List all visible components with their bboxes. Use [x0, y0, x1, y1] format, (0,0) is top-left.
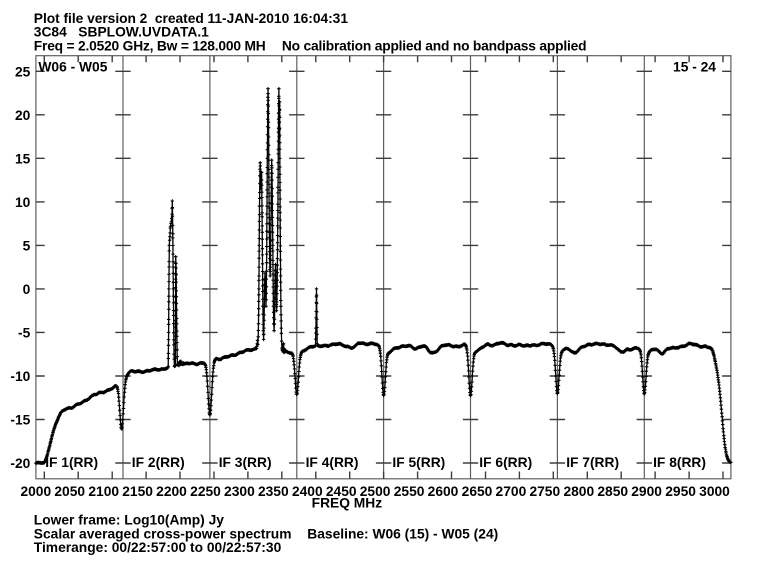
svg-text:2350: 2350	[258, 484, 289, 499]
svg-text:IF 4(RR): IF 4(RR)	[306, 455, 359, 470]
svg-text:2150: 2150	[122, 484, 153, 499]
svg-text:2700: 2700	[496, 484, 527, 499]
svg-text:-5: -5	[18, 325, 31, 340]
svg-text:-15: -15	[10, 413, 30, 428]
svg-text:2500: 2500	[360, 484, 391, 499]
svg-text:2800: 2800	[563, 484, 594, 499]
svg-text:IF 7(RR): IF 7(RR)	[566, 455, 619, 470]
svg-text:25: 25	[15, 64, 31, 79]
svg-text:2200: 2200	[156, 484, 187, 499]
svg-text:-20: -20	[10, 456, 30, 471]
svg-text:FREQ MHz: FREQ MHz	[312, 496, 383, 511]
svg-text:10: 10	[15, 195, 31, 210]
svg-text:15: 15	[15, 151, 31, 166]
svg-text:2100: 2100	[88, 484, 119, 499]
svg-text:3C84 SBPLOW.UVDATA.1: 3C84 SBPLOW.UVDATA.1	[34, 25, 209, 40]
svg-text:0: 0	[23, 282, 31, 297]
svg-text:2300: 2300	[224, 484, 255, 499]
svg-text:20: 20	[15, 108, 31, 123]
svg-text:5: 5	[23, 238, 31, 253]
svg-text:2650: 2650	[462, 484, 493, 499]
svg-text:15 - 24: 15 - 24	[673, 59, 716, 74]
svg-text:2550: 2550	[394, 484, 425, 499]
svg-text:2450: 2450	[326, 484, 357, 499]
svg-text:-10: -10	[10, 369, 30, 384]
svg-text:2250: 2250	[190, 484, 221, 499]
svg-text:IF 3(RR): IF 3(RR)	[219, 455, 272, 470]
svg-text:IF 1(RR): IF 1(RR)	[45, 455, 98, 470]
svg-text:Baseline: W06 (15) - W05 (24): Baseline: W06 (15) - W05 (24)	[307, 526, 498, 541]
svg-text:2850: 2850	[597, 484, 628, 499]
svg-text:2000: 2000	[20, 484, 51, 499]
svg-text:3000: 3000	[699, 484, 730, 499]
svg-text:IF 6(RR): IF 6(RR)	[479, 455, 532, 470]
svg-text:W06 - W05: W06 - W05	[38, 59, 107, 74]
svg-text:2400: 2400	[292, 484, 323, 499]
svg-text:2950: 2950	[665, 484, 696, 499]
svg-text:Timerange: 00/22:57:00 to 00/2: Timerange: 00/22:57:00 to 00/22:57:30	[34, 540, 282, 555]
svg-text:2050: 2050	[54, 484, 85, 499]
svg-text:Freq = 2.0520 GHz, Bw = 128.00: Freq = 2.0520 GHz, Bw = 128.000 MH	[34, 38, 266, 53]
svg-text:IF 8(RR): IF 8(RR)	[653, 455, 706, 470]
svg-text:IF 5(RR): IF 5(RR)	[392, 455, 445, 470]
svg-text:Lower frame: Log10(Amp) Jy: Lower frame: Log10(Amp) Jy	[34, 513, 224, 528]
svg-text:2900: 2900	[631, 484, 662, 499]
svg-text:2750: 2750	[529, 484, 560, 499]
svg-text:2600: 2600	[428, 484, 459, 499]
svg-text:IF 2(RR): IF 2(RR)	[132, 455, 185, 470]
svg-text:No calibration applied and no: No calibration applied and no bandpass a…	[282, 38, 587, 53]
svg-text:Scalar averaged cross-power sp: Scalar averaged cross-power spectrum	[34, 526, 292, 541]
svg-text:Plot file version 2 created 1: Plot file version 2 created 11-JAN-2010 …	[34, 11, 349, 26]
